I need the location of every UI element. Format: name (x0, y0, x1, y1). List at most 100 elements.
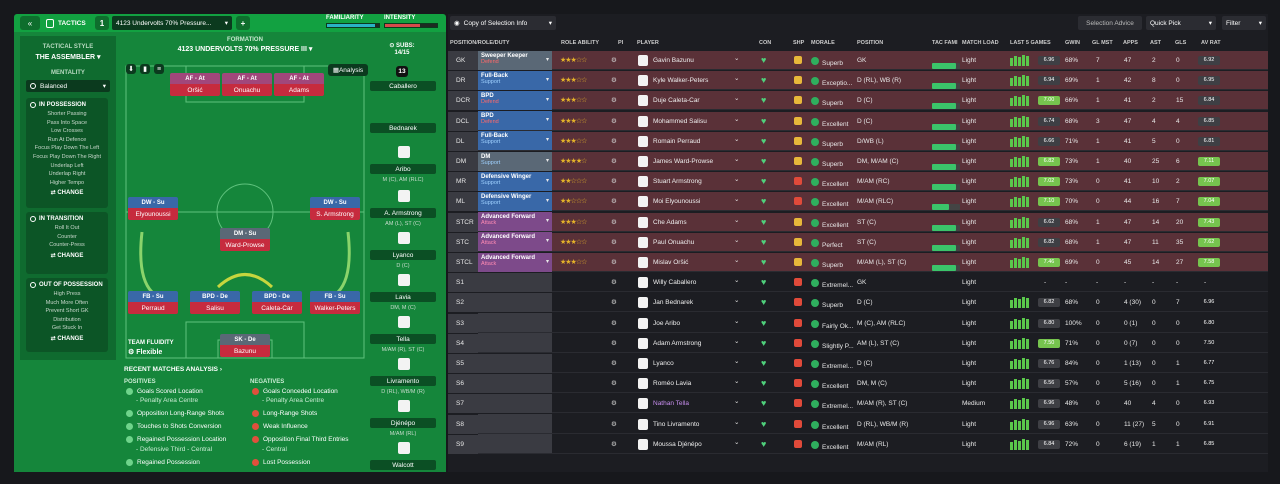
player-name[interactable]: Lyanco (653, 360, 674, 367)
position-slot[interactable] (448, 374, 478, 394)
table-row[interactable]: MR Defensive Winger Support ▾ ★★☆☆☆ ⚙ Stuart A… (448, 171, 1268, 192)
sub-player[interactable]: Livramento (370, 376, 436, 386)
role-duty-select[interactable]: Full-Back Support ▾ (478, 70, 552, 90)
chevron-down-icon[interactable]: ⌄ (734, 75, 740, 83)
sub-player[interactable]: A. Armstrong (370, 208, 436, 218)
tactic-select[interactable]: 4123 Undervolts 70% Pressure... ▾ (112, 16, 232, 30)
column-header[interactable]: POSITION (857, 40, 884, 46)
position-slot[interactable] (448, 333, 478, 353)
column-header[interactable]: AV RAT (1201, 40, 1221, 46)
table-row[interactable]: DCL BPD Defend ▾ ★★★☆☆ ⚙ Mohammed Salisu ⌄ ♥ Exce… (448, 111, 1268, 131)
table-row[interactable]: S5 ⚙ Lyanco ⌄ ♥ Extremel... D (C) Light 6.76 84% 0… (448, 353, 1268, 373)
player-instructions-icon[interactable]: ⚙ (611, 339, 617, 347)
player-instructions-icon[interactable]: ⚙ (611, 97, 617, 105)
player-name[interactable]: Willy Caballero (653, 279, 697, 287)
position-slot[interactable] (448, 232, 478, 252)
table-row[interactable]: S9 ⚙ Moussa Djénépo ⌄ ♥ Excellent M/AM (RL) Lig… (448, 434, 1268, 454)
column-header[interactable]: CON (759, 40, 772, 46)
tactical-style-name[interactable]: THE ASSEMBLER ▾ (35, 54, 101, 61)
player-instructions-icon[interactable]: ⚙ (611, 137, 617, 145)
chevron-down-icon[interactable]: ⌄ (734, 216, 740, 224)
position-slot[interactable] (448, 293, 478, 313)
position-slot[interactable] (448, 111, 478, 131)
chevron-down-icon[interactable]: ⌄ (734, 317, 740, 325)
player-instructions-icon[interactable]: ⚙ (611, 158, 617, 165)
role-duty-select[interactable]: Defensive Winger Support ▾ (478, 191, 552, 211)
column-header[interactable]: TAC FAMI (932, 40, 958, 46)
sub-player[interactable]: Bednarek (370, 123, 436, 133)
player-instructions-icon[interactable]: ⚙ (611, 238, 617, 246)
chevron-down-icon[interactable]: ⌄ (734, 176, 740, 184)
player-name[interactable]: Joe Aribo (653, 319, 681, 327)
role-duty-select[interactable]: Advanced Forward Attack ▾ (478, 252, 552, 272)
position-slot[interactable] (448, 71, 478, 91)
role-duty-select[interactable]: Defensive Winger Support ▾ (478, 171, 552, 191)
column-header[interactable]: GWIN (1065, 40, 1080, 46)
player-instructions-icon[interactable]: ⚙ (611, 218, 617, 226)
position-slot[interactable] (448, 212, 478, 232)
filter-button[interactable]: Filter ▾ (1222, 16, 1266, 30)
player-card[interactable]: BPD - De Caleta-Car (252, 291, 302, 314)
view-select[interactable]: ◉ Copy of Selection Info ▾ (450, 16, 556, 30)
player-card[interactable]: AF - At Adams (274, 73, 324, 96)
player-instructions-icon[interactable]: ⚙ (611, 440, 617, 448)
position-slot[interactable] (448, 313, 478, 333)
player-name[interactable]: James Ward-Prowse (653, 158, 714, 165)
player-name[interactable]: Moussa Djénépo (653, 440, 702, 448)
chevron-down-icon[interactable]: ⌄ (734, 257, 740, 264)
chevron-down-icon[interactable]: ⌄ (734, 55, 740, 62)
table-row[interactable]: S3 ⚙ Joe Aribo ⌄ ♥ Fairly Ok... M (C), AM (RLC… (448, 313, 1268, 333)
role-duty-select[interactable]: Advanced Forward Attack ▾ (478, 212, 552, 232)
player-instructions-icon[interactable]: ⚙ (611, 380, 617, 388)
table-row[interactable]: S1 ⚙ Willy Caballero ⌄ ♥ Extremel... GK Light - -… (448, 272, 1268, 293)
player-card[interactable]: BPD - De Salisu (190, 291, 240, 314)
player-card[interactable]: SK - De Bazunu (220, 334, 270, 357)
table-row[interactable]: ML Defensive Winger Support ▾ ★★☆☆☆ ⚙ Moi Elyo… (448, 191, 1268, 212)
player-instructions-icon[interactable]: ⚙ (611, 360, 617, 367)
sub-player[interactable]: Aribo (370, 164, 436, 174)
sub-player[interactable]: Tella (370, 334, 436, 344)
chevron-down-icon[interactable]: ⌄ (734, 438, 740, 446)
column-header[interactable]: POSITION/ROLE/DUTY (450, 40, 510, 46)
role-duty-select[interactable]: Full-Back Support ▾ (478, 131, 552, 151)
player-instructions-icon[interactable]: ⚙ (611, 57, 617, 64)
sub-player[interactable]: Djénépo (370, 418, 436, 428)
table-row[interactable]: S8 ⚙ Tino Livramento ⌄ ♥ Excellent D (RL), WB/… (448, 414, 1268, 434)
position-slot[interactable] (448, 152, 478, 171)
player-card[interactable]: DW - Su Elyounoussi (128, 197, 178, 220)
player-instructions-icon[interactable]: ⚙ (611, 198, 617, 206)
player-name[interactable]: Jan Bednarek (653, 299, 694, 307)
column-header[interactable]: ROLE ABILITY (561, 40, 599, 46)
player-instructions-icon[interactable]: ⚙ (611, 400, 617, 408)
player-name[interactable]: Duje Caleta-Car (653, 97, 700, 105)
chevron-down-icon[interactable]: ⌄ (734, 337, 740, 345)
player-card[interactable]: DM - Su Ward-Prowse (220, 228, 270, 251)
mentality-select[interactable]: Balanced ▾ (26, 80, 110, 92)
chevron-down-icon[interactable]: ⌄ (734, 115, 740, 123)
position-slot[interactable] (448, 414, 478, 434)
table-row[interactable]: STCR Advanced Forward Attack ▾ ★★★☆☆ ⚙ Che Ada… (448, 212, 1268, 232)
chevron-down-icon[interactable]: ⌄ (734, 95, 740, 103)
player-card[interactable]: AF - At Oršić (170, 73, 220, 96)
sub-player[interactable]: Lavia (370, 292, 436, 302)
table-row[interactable]: STC Advanced Forward Attack ▾ ★★★☆☆ ⚙ Paul Onu… (448, 232, 1268, 252)
role-duty-select[interactable]: DM Support ▾ (478, 151, 552, 171)
chevron-down-icon[interactable]: ⌄ (734, 277, 740, 285)
chevron-down-icon[interactable]: ⌄ (734, 378, 740, 386)
player-instructions-icon[interactable]: ⚙ (611, 279, 617, 287)
chevron-down-icon[interactable]: ⌄ (734, 398, 740, 406)
position-slot[interactable] (448, 91, 478, 111)
out-of-possession-change-button[interactable]: ⇄ CHANGE (50, 335, 84, 342)
player-card[interactable]: FB - Su Walker-Peters (310, 291, 360, 314)
table-row[interactable]: DCR BPD Defend ▾ ★★★☆☆ ⚙ Duje Caleta-Car ⌄ ♥ Supe… (448, 90, 1268, 111)
player-name[interactable]: Mohammed Salisu (653, 117, 707, 125)
position-slot[interactable] (448, 51, 478, 70)
column-header[interactable]: PLAYER (637, 40, 659, 46)
table-row[interactable]: S7 ⚙ Nathan Tella ⌄ ♥ Extremel... M/AM (R), ST… (448, 393, 1268, 414)
column-header[interactable]: MATCH LOAD (962, 40, 999, 46)
player-name[interactable]: Tino Livramento (653, 420, 700, 428)
column-header[interactable]: GLS (1175, 40, 1187, 46)
add-tactic-button[interactable]: + (236, 16, 250, 30)
position-slot[interactable] (448, 394, 478, 414)
chevron-down-icon[interactable]: ⌄ (734, 156, 740, 163)
